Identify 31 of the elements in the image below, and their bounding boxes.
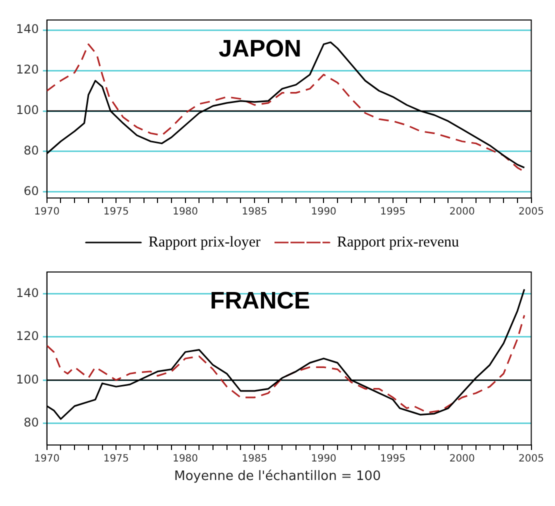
y-tick-label: 120 [16, 329, 39, 343]
y-tick-label: 100 [16, 103, 39, 118]
x-tick-label: 1985 [242, 206, 268, 218]
x-tick-label: 1995 [380, 454, 406, 465]
text: FRANCE [210, 288, 310, 315]
x-tick-label: 1970 [34, 454, 60, 465]
x-tick-label: 2000 [449, 206, 475, 218]
y-tick-label: 80 [24, 416, 39, 430]
x-tick-label: 1985 [242, 454, 268, 465]
y-tick-label: 140 [16, 22, 39, 36]
x-tick-label: 2000 [449, 454, 475, 465]
x-tick-label: 1970 [34, 206, 60, 218]
line-series [46, 314, 526, 414]
x-tick-label: 1995 [380, 206, 406, 218]
y-tick-label: 60 [24, 184, 39, 198]
x-tick-label: 1990 [310, 454, 336, 465]
text: JAPON [218, 36, 302, 63]
legend-label: Rapport prix-revenu [337, 234, 460, 250]
legend-label: Rapport prix-loyer [148, 234, 261, 250]
x-tick-label: 1975 [103, 454, 129, 465]
x-tick-label: 1980 [172, 206, 198, 218]
y-tick-label: 140 [16, 286, 39, 300]
x-tick-label: 1990 [310, 206, 336, 218]
x-tick-label: 2005 [518, 206, 544, 218]
y-tick-label: 120 [16, 62, 39, 77]
x-tick-label: 1975 [103, 206, 129, 218]
y-tick-label: 80 [24, 144, 39, 158]
x-tick-label: 1980 [172, 454, 198, 465]
text: Moyenne de l'échantillon = 100 [173, 469, 382, 484]
y-tick-label: 100 [16, 372, 39, 386]
x-tick-label: 2005 [518, 454, 544, 465]
